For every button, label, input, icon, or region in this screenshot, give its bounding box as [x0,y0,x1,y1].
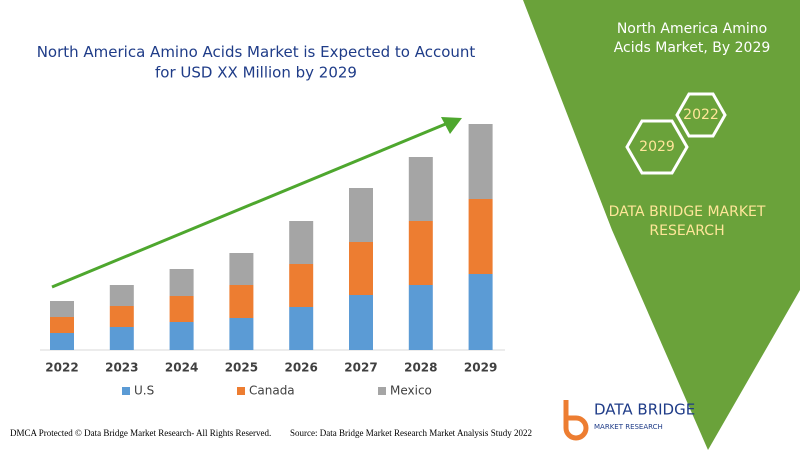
x-tick-label: 2025 [225,361,258,375]
x-tick-label: 2027 [344,361,377,375]
legend-label: Mexico [390,384,432,398]
bar-segment [289,264,314,307]
bar-segment [229,253,254,285]
hexagon-label: 2029 [639,139,675,155]
bar-segment [169,269,194,296]
x-tick-label: 2026 [284,361,317,375]
legend-swatch [122,387,130,395]
bar-segment [468,124,493,199]
chart-title: North America Amino Acids Market is Expe… [37,43,476,81]
bar-segment [229,285,254,318]
x-tick-label: 2023 [105,361,138,375]
bar-segment [408,221,433,285]
logo-mark [563,400,589,441]
bar-segment [229,318,254,350]
bar-segment [169,296,194,322]
logo-text: DATA BRIDGE [594,401,695,419]
bar-segment [109,285,134,306]
x-tick-label: 2029 [464,361,497,375]
bar-segment [408,157,433,221]
trend-arrow [51,121,449,289]
bar-segment [349,242,373,295]
legend-label: U.S [134,384,154,398]
bar-segment [468,199,493,274]
hexagon-label: 2022 [683,107,719,123]
bar-segment [349,188,373,242]
bar-segment [468,274,493,350]
bar-segment [169,322,194,350]
legend-swatch [378,387,386,395]
logo: DATA BRIDGE MARKET RESEARCH [563,400,695,441]
bar-segment [50,301,74,317]
bar-segment [50,333,74,350]
bar-segment [289,307,314,350]
bar-segment [109,306,134,327]
panel-brand: DATA BRIDGE MARKET RESEARCH [609,204,766,239]
legend-label: Canada [249,384,295,398]
x-tick-label: 2022 [45,361,78,375]
side-panel [523,0,800,450]
logo-subtext: MARKET RESEARCH [594,423,663,431]
legend-swatch [237,387,245,395]
panel-title: North America Amino Acids Market, By 2029 [614,21,771,56]
bar-segment [50,317,74,333]
bar-segment [349,295,373,350]
bar-segment [109,327,134,350]
arrow-head [441,117,462,134]
hexagon [675,92,727,138]
bar-segment [408,285,433,350]
x-tick-label: 2024 [165,361,198,375]
x-tick-label: 2028 [404,361,437,375]
hexagon [625,119,689,175]
bar-segment [289,221,314,264]
footer-right: Source: Data Bridge Market Research Mark… [290,428,532,438]
footer-left: DMCA Protected © Data Bridge Market Rese… [10,428,271,438]
